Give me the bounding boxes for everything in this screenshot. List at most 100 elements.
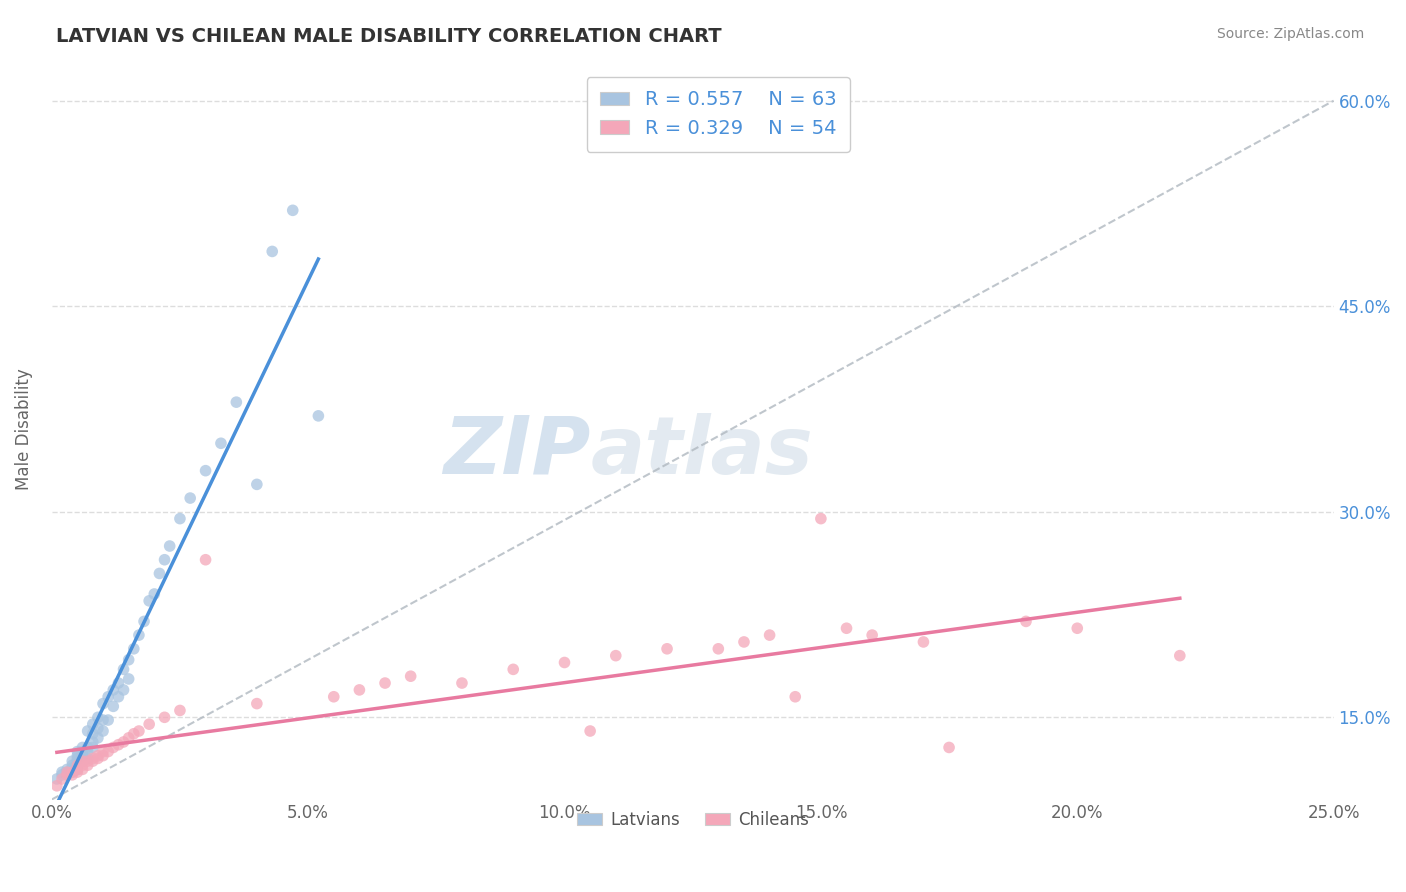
Point bbox=[72, 758, 94, 772]
Point bbox=[1015, 615, 1038, 629]
Point bbox=[82, 740, 104, 755]
Point bbox=[51, 765, 73, 780]
Point bbox=[349, 682, 371, 697]
Point bbox=[66, 745, 89, 759]
Point bbox=[60, 765, 83, 780]
Point bbox=[322, 690, 344, 704]
Point bbox=[107, 676, 129, 690]
Point bbox=[60, 754, 83, 768]
Point bbox=[112, 662, 135, 676]
Point bbox=[502, 662, 524, 676]
Point bbox=[97, 690, 120, 704]
Point bbox=[66, 758, 89, 772]
Point bbox=[810, 511, 832, 525]
Point bbox=[76, 724, 98, 739]
Point bbox=[118, 653, 141, 667]
Point bbox=[835, 621, 858, 635]
Point bbox=[76, 740, 98, 755]
Point bbox=[56, 763, 79, 777]
Point bbox=[132, 615, 155, 629]
Point bbox=[56, 768, 79, 782]
Point bbox=[72, 754, 94, 768]
Point bbox=[118, 731, 141, 745]
Point bbox=[605, 648, 627, 663]
Point bbox=[153, 553, 176, 567]
Point bbox=[138, 717, 160, 731]
Point bbox=[66, 748, 89, 763]
Point bbox=[281, 203, 304, 218]
Point bbox=[56, 765, 79, 780]
Text: Source: ZipAtlas.com: Source: ZipAtlas.com bbox=[1216, 27, 1364, 41]
Point bbox=[87, 748, 110, 763]
Point bbox=[91, 713, 114, 727]
Point bbox=[451, 676, 474, 690]
Point bbox=[51, 768, 73, 782]
Point bbox=[246, 477, 269, 491]
Point bbox=[103, 740, 125, 755]
Point bbox=[87, 751, 110, 765]
Point bbox=[82, 751, 104, 765]
Point bbox=[103, 682, 125, 697]
Point bbox=[194, 553, 217, 567]
Point bbox=[1066, 621, 1088, 635]
Point bbox=[76, 754, 98, 768]
Point bbox=[91, 745, 114, 759]
Point bbox=[128, 724, 150, 739]
Point bbox=[169, 703, 191, 717]
Point bbox=[51, 772, 73, 786]
Legend: Latvians, Chileans: Latvians, Chileans bbox=[569, 805, 815, 836]
Point bbox=[91, 697, 114, 711]
Point bbox=[246, 697, 269, 711]
Point bbox=[107, 738, 129, 752]
Text: atlas: atlas bbox=[591, 413, 813, 491]
Point bbox=[72, 763, 94, 777]
Point bbox=[553, 656, 575, 670]
Point bbox=[82, 735, 104, 749]
Point bbox=[91, 748, 114, 763]
Point bbox=[56, 768, 79, 782]
Point bbox=[374, 676, 396, 690]
Point bbox=[66, 754, 89, 768]
Point bbox=[153, 710, 176, 724]
Point bbox=[912, 635, 935, 649]
Point bbox=[72, 754, 94, 768]
Point bbox=[60, 761, 83, 775]
Point bbox=[103, 699, 125, 714]
Point bbox=[56, 765, 79, 780]
Point bbox=[72, 740, 94, 755]
Point bbox=[107, 690, 129, 704]
Point bbox=[122, 727, 145, 741]
Point bbox=[76, 758, 98, 772]
Point bbox=[159, 539, 181, 553]
Point bbox=[87, 710, 110, 724]
Point bbox=[148, 566, 170, 581]
Point bbox=[579, 724, 602, 739]
Point bbox=[72, 748, 94, 763]
Point bbox=[179, 491, 201, 505]
Point bbox=[60, 765, 83, 780]
Point bbox=[785, 690, 807, 704]
Point bbox=[97, 713, 120, 727]
Point bbox=[128, 628, 150, 642]
Point bbox=[82, 717, 104, 731]
Point bbox=[97, 745, 120, 759]
Point bbox=[938, 740, 960, 755]
Point bbox=[262, 244, 284, 259]
Point bbox=[66, 763, 89, 777]
Point bbox=[66, 758, 89, 772]
Point bbox=[87, 721, 110, 735]
Point bbox=[138, 594, 160, 608]
Point bbox=[733, 635, 755, 649]
Point bbox=[87, 731, 110, 745]
Point bbox=[1168, 648, 1191, 663]
Point bbox=[66, 751, 89, 765]
Point bbox=[143, 587, 166, 601]
Point bbox=[122, 641, 145, 656]
Point bbox=[112, 735, 135, 749]
Point bbox=[194, 464, 217, 478]
Point bbox=[60, 758, 83, 772]
Point bbox=[76, 751, 98, 765]
Point bbox=[72, 751, 94, 765]
Point bbox=[72, 745, 94, 759]
Point bbox=[307, 409, 329, 423]
